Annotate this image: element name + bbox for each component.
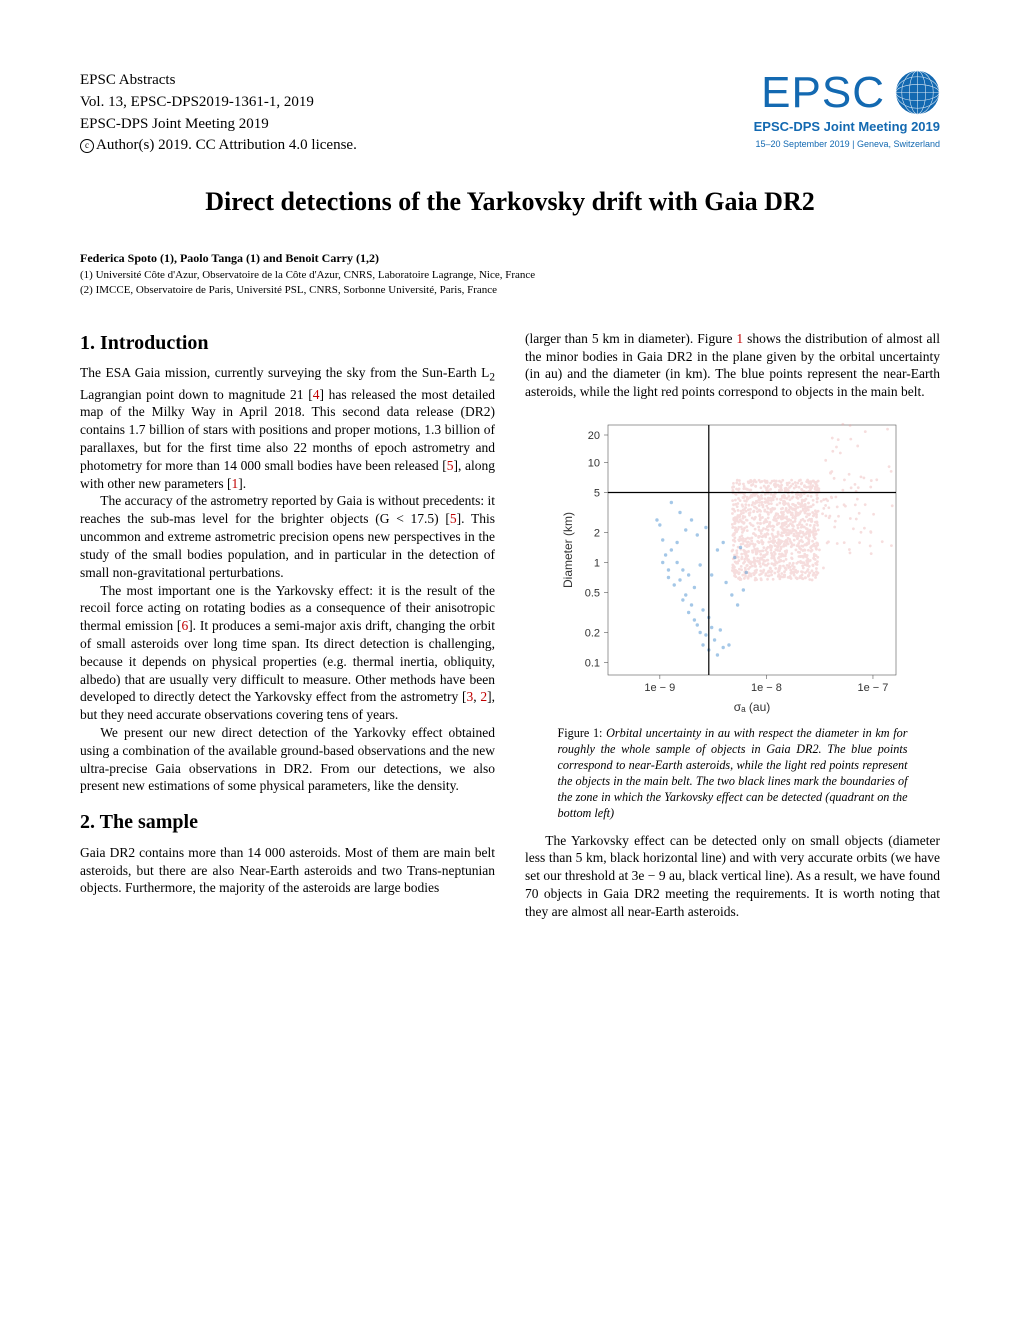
svg-text:1e − 8: 1e − 8 [750,682,781,694]
volume-line: Vol. 13, EPSC-DPS2019-1361-1, 2019 [80,92,357,114]
svg-text:1: 1 [593,557,599,569]
epsc-logo-text: EPSC [761,71,885,115]
svg-text:σₐ (au): σₐ (au) [733,700,770,714]
section-1-heading: 1. Introduction [80,330,495,356]
svg-text:Diameter (km): Diameter (km) [561,512,575,588]
figure-1: 0.1 0.2 0.5 1 2 5 10 20 1e − 9 1e − 8 1e − 7 σₐ (au… [558,417,908,822]
svg-text:20: 20 [587,430,599,442]
svg-text:0.2: 0.2 [584,627,599,639]
meeting-code-line: EPSC-DPS Joint Meeting 2019 [80,114,357,136]
paper-title: Direct detections of the Yarkovsky drift… [80,187,940,217]
svg-text:5: 5 [593,487,599,499]
sec1-para3: The most important one is the Yarkovsky … [80,582,495,725]
sec1-para2: The accuracy of the astrometry reported … [80,492,495,581]
copyright-line: cAuthor(s) 2019. CC Attribution 4.0 lice… [80,135,357,157]
col2-para2: The Yarkovsky effect can be detected onl… [525,832,940,921]
sec1-para4: We present our new direct detection of t… [80,724,495,795]
svg-text:0.5: 0.5 [584,587,599,599]
svg-text:2: 2 [593,527,599,539]
meeting-name: EPSC-DPS Joint Meeting 2019 [754,119,940,134]
header-left: EPSC Abstracts Vol. 13, EPSC-DPS2019-136… [80,70,357,157]
svg-text:1e − 9: 1e − 9 [644,682,675,694]
globe-icon [895,70,940,115]
header-right: EPSC EPSC-DPS Joint Mee [754,70,940,149]
svg-text:0.1: 0.1 [584,657,599,669]
scatter-chart: 0.1 0.2 0.5 1 2 5 10 20 1e − 9 1e − 8 1e − 7 σₐ (au… [558,417,908,717]
affiliation-2: (2) IMCCE, Observatoire de Paris, Univer… [80,283,940,298]
authors-line: Federica Spoto (1), Paolo Tanga (1) and … [80,251,940,266]
section-2-heading: 2. The sample [80,809,495,835]
sec1-para1: The ESA Gaia mission, currently surveyin… [80,364,495,492]
right-column: (larger than 5 km in diameter). Figure 1… [525,330,940,921]
left-column: 1. Introduction The ESA Gaia mission, cu… [80,330,495,921]
abstracts-line: EPSC Abstracts [80,70,357,92]
figure-1-caption: Figure 1: Orbital uncertainty in au with… [558,725,908,822]
header: EPSC Abstracts Vol. 13, EPSC-DPS2019-136… [80,70,940,157]
svg-text:10: 10 [587,457,599,469]
col2-para1: (larger than 5 km in diameter). Figure 1… [525,330,940,401]
sec2-para1: Gaia DR2 contains more than 14 000 aster… [80,844,495,897]
meeting-dates: 15–20 September 2019 | Geneva, Switzerla… [754,139,940,149]
affiliation-1: (1) Université Côte d'Azur, Observatoire… [80,268,940,283]
svg-text:1e − 7: 1e − 7 [857,682,888,694]
